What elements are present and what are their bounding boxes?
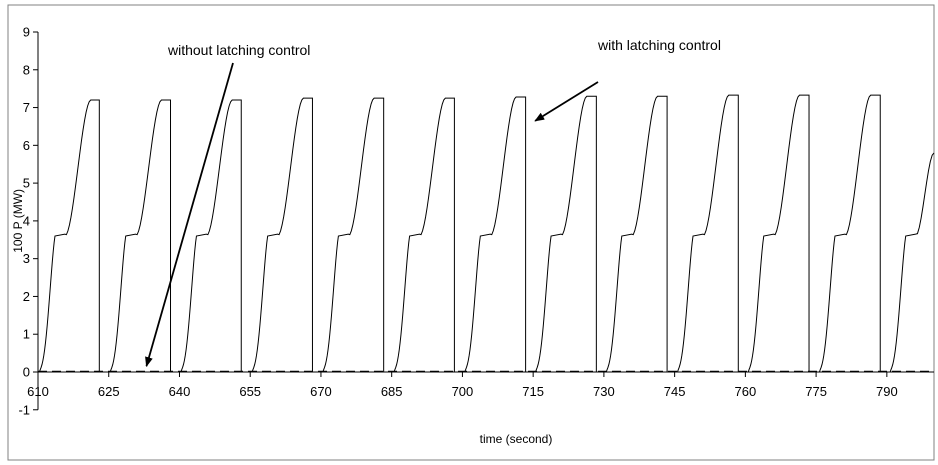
- y-tick-label: 9: [23, 25, 30, 40]
- x-tick-label: 640: [169, 384, 191, 399]
- y-tick-label: 4: [23, 213, 30, 228]
- x-tick-label: 730: [593, 384, 615, 399]
- series-with-latching: [38, 94, 935, 373]
- y-tick-label: 5: [23, 176, 30, 191]
- y-tick-label: 7: [23, 100, 30, 115]
- axes: -1 0 1 2 3 4 5 6 7 8 9 610 625 640 655 670 685 700 715 730 7…: [18, 25, 934, 417]
- x-tick-label: 700: [452, 384, 474, 399]
- x-tick-label: 715: [522, 384, 544, 399]
- x-tick-label: 775: [805, 384, 827, 399]
- y-tick-label: 6: [23, 138, 30, 153]
- y-tick-label: -1: [18, 402, 30, 417]
- x-tick-label: 655: [239, 384, 261, 399]
- chart-border: [7, 4, 935, 461]
- y-tick-label: 1: [23, 327, 30, 342]
- annotation-without-latching: without latching control: [167, 42, 310, 58]
- annotation-with-latching: with latching control: [597, 37, 721, 53]
- x-tick-label: 625: [98, 384, 120, 399]
- y-tick-label: 0: [23, 365, 30, 380]
- y-tick-label: 2: [23, 289, 30, 304]
- x-tick-label: 790: [876, 384, 898, 399]
- series-layer: [38, 94, 935, 373]
- arrow-with-latching: [534, 81, 599, 122]
- x-tick-label: 610: [27, 384, 49, 399]
- x-tick-label: 685: [381, 384, 403, 399]
- y-tick-label: 8: [23, 62, 30, 77]
- y-axis-title: 100 P (MW): [11, 189, 25, 253]
- x-tick-label: 745: [664, 384, 686, 399]
- annotation-layer: without latching control with latching co…: [145, 37, 721, 368]
- y-tick-label: 3: [23, 251, 30, 266]
- x-tick-label: 760: [735, 384, 757, 399]
- arrow-without-latching: [145, 62, 234, 368]
- x-tick-label: 670: [310, 384, 332, 399]
- x-axis-title: time (second): [480, 432, 553, 446]
